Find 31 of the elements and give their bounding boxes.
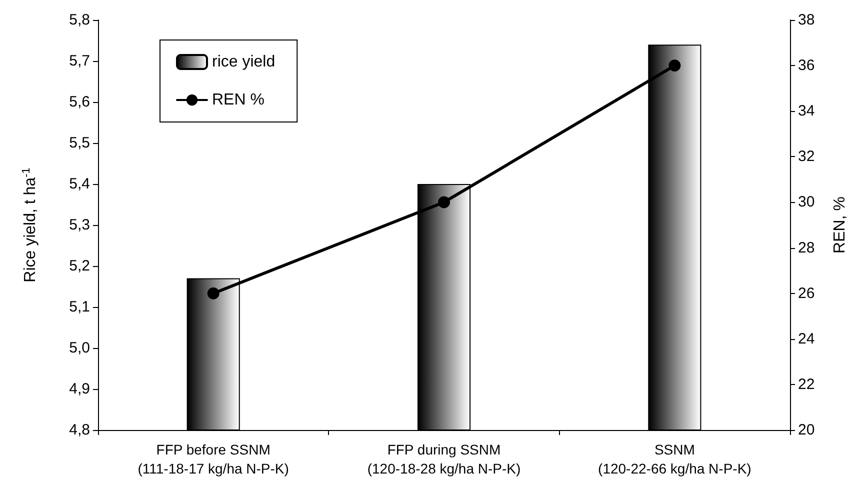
x-tick-label: FFP before SSNM (111-18-17 kg/ha N-P-K) (138, 442, 289, 476)
y2-axis-title: REN, % (832, 196, 848, 254)
y2-tick-label: 24 (798, 330, 815, 348)
y-tick-label: 5,4 (69, 176, 90, 192)
x-tick-label: FFP during SSNM (120-18-28 kg/ha N-P-K) (367, 442, 521, 476)
y-tick-label: 5,8 (69, 12, 90, 28)
y-tick-label: 5,0 (69, 340, 90, 356)
y2-tick-label: 38 (798, 12, 815, 28)
y-tick-label: 5,1 (69, 298, 90, 316)
y2-tick-label: 26 (798, 284, 815, 302)
y-tick-label: 4,8 (69, 422, 90, 438)
y2-tick-label: 30 (798, 194, 815, 211)
y-tick-label: 4,9 (69, 380, 90, 398)
y2-tick-label: 28 (798, 239, 815, 256)
y-tick-label: 5,7 (69, 52, 90, 70)
y-tick-label: 5,3 (69, 216, 90, 234)
y2-tick-label: 22 (798, 376, 815, 393)
y-tick-label: 5,5 (69, 134, 90, 152)
x-tick-label: SSNM (120-22-66 kg/ha N-P-K) (598, 442, 752, 476)
y-tick-label: 5,2 (69, 258, 90, 274)
y2-tick-label: 20 (798, 422, 815, 438)
point (438, 196, 450, 208)
legend-label: rice yield (212, 54, 276, 70)
legend-label: REN % (212, 92, 264, 108)
y-axis-title: Rice yield, t ha-1 (20, 168, 39, 282)
y-tick-label: 5,6 (69, 94, 90, 110)
point (207, 287, 220, 300)
y2-tick-label: 32 (798, 148, 815, 166)
y2-tick-label: 34 (798, 102, 815, 120)
point (668, 60, 681, 72)
y2-tick-label: 36 (798, 57, 815, 74)
